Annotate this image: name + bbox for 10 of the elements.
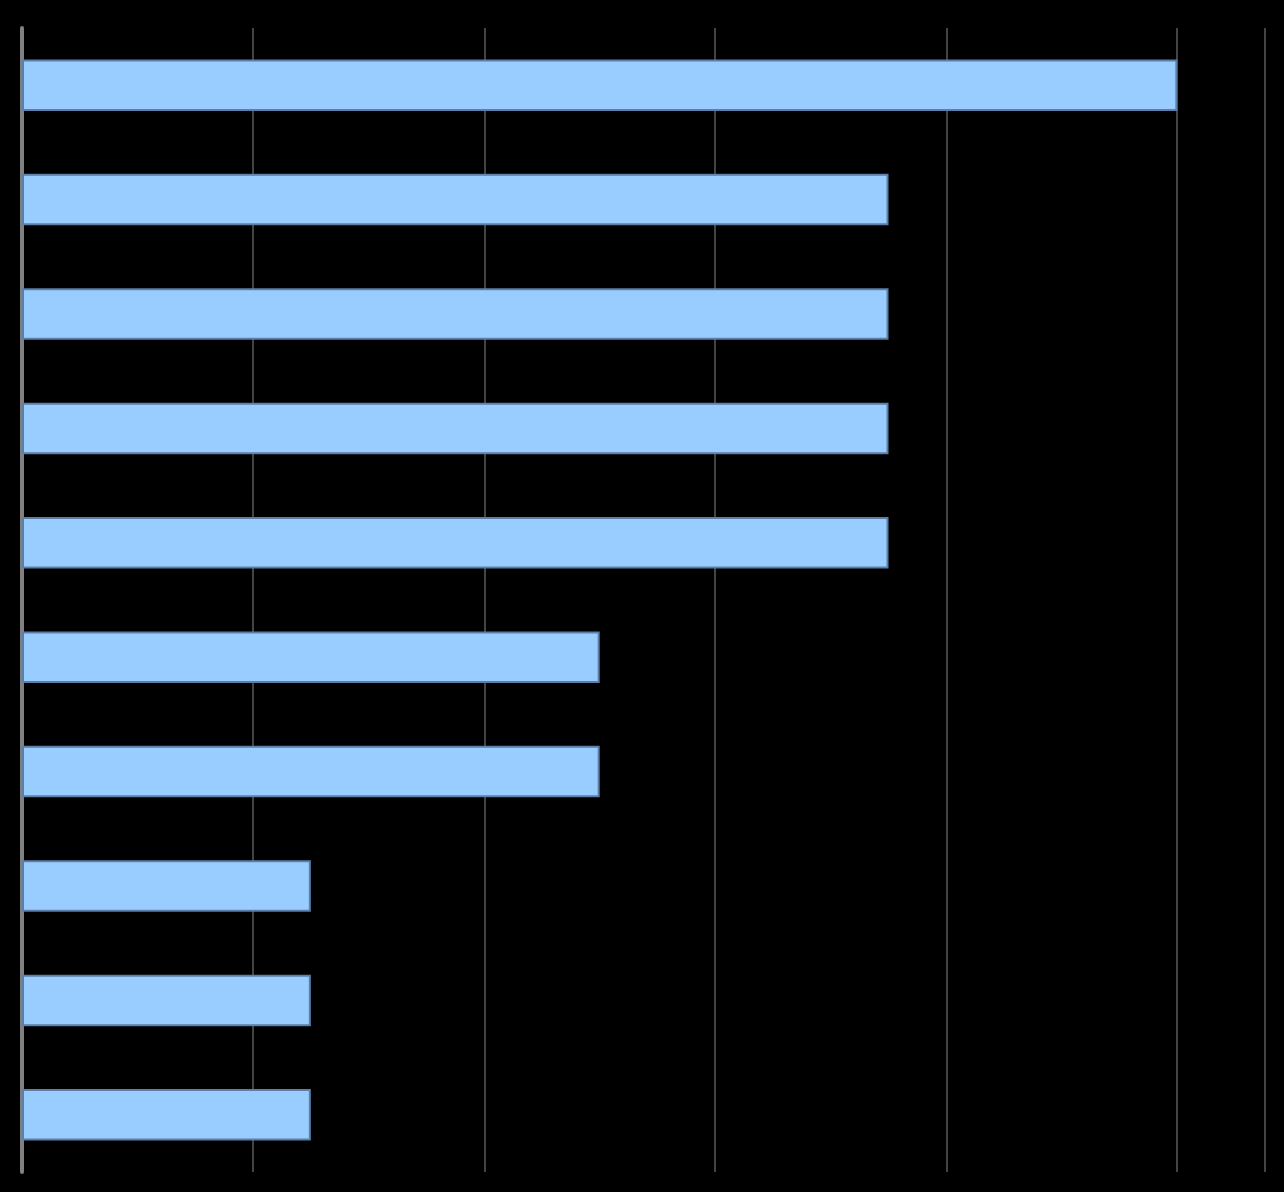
bar: [22, 288, 889, 340]
bar: [22, 745, 600, 798]
bar: [22, 173, 889, 226]
bar: [22, 974, 311, 1027]
bar: [22, 860, 311, 912]
bar: [22, 402, 889, 455]
bar: [22, 631, 600, 683]
bar: [22, 59, 1178, 111]
bar: [22, 517, 889, 569]
bar: [22, 1089, 311, 1141]
